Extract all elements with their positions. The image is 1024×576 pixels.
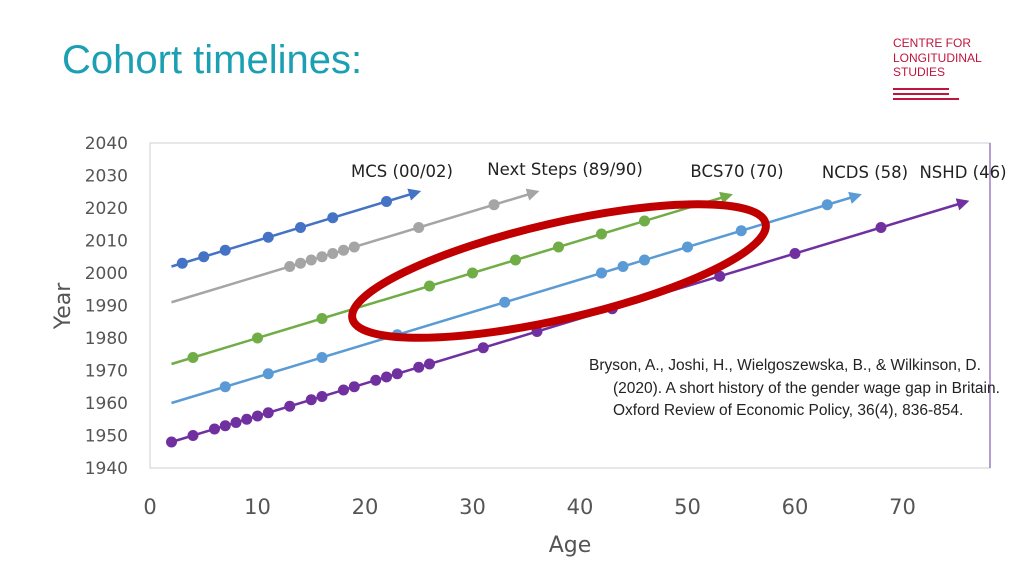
data-point <box>305 394 317 406</box>
data-point <box>262 407 274 419</box>
x-tick-label: 30 <box>459 495 486 519</box>
data-point <box>252 410 263 422</box>
x-tick-label: 0 <box>143 495 156 519</box>
series-line <box>171 188 422 268</box>
data-point <box>596 267 607 279</box>
data-point <box>714 270 726 282</box>
y-axis-label: Year <box>51 282 76 331</box>
data-point <box>241 413 253 425</box>
data-point <box>187 352 199 363</box>
logo-line-2: LONGITUDINAL <box>893 50 982 65</box>
data-point <box>327 248 339 259</box>
data-point <box>230 417 242 428</box>
data-point <box>284 261 296 272</box>
data-point <box>219 420 231 432</box>
data-point <box>875 222 887 233</box>
data-point <box>166 436 177 448</box>
y-tick-label: 1990 <box>85 297 128 317</box>
series-label: NSHD (46) <box>919 163 1006 182</box>
data-point <box>209 423 220 435</box>
y-tick-label: 1980 <box>85 329 128 349</box>
data-point <box>424 280 435 292</box>
x-tick-label: 60 <box>782 495 809 519</box>
data-point <box>596 228 607 240</box>
x-tick-label: 20 <box>352 495 379 519</box>
series-line <box>171 191 733 366</box>
y-tick-label: 1970 <box>85 362 128 382</box>
data-point <box>187 430 199 441</box>
data-point <box>370 374 382 386</box>
highlight-ellipse <box>348 200 770 342</box>
data-point <box>219 244 231 256</box>
data-point <box>639 254 650 266</box>
data-point <box>477 342 489 354</box>
logo-line-3: STUDIES <box>893 65 946 79</box>
data-point <box>821 199 833 211</box>
y-tick-label: 2010 <box>85 232 128 252</box>
page-title: Cohort timelines: <box>62 38 363 82</box>
data-point <box>510 254 521 266</box>
data-point <box>391 368 403 380</box>
data-point <box>424 358 435 370</box>
data-point <box>338 384 349 396</box>
data-point <box>413 361 425 373</box>
series-label: BCS70 (70) <box>690 162 783 181</box>
data-point <box>262 231 274 243</box>
logo-line-1: CENTRE FOR <box>893 36 971 50</box>
data-point <box>252 332 263 344</box>
data-point <box>305 254 317 266</box>
data-point <box>413 222 425 233</box>
x-tick-label: 50 <box>674 495 701 519</box>
data-point <box>348 381 360 393</box>
data-point <box>176 257 188 269</box>
x-tick-label: 70 <box>889 495 916 519</box>
data-point <box>381 196 392 207</box>
y-tick-label: 2000 <box>85 264 128 284</box>
series-label: Next Steps (89/90) <box>487 160 643 179</box>
data-point <box>381 371 392 383</box>
data-point <box>467 267 478 279</box>
logo-underline-2 <box>893 93 949 95</box>
data-point <box>348 241 360 253</box>
series-label: MCS (00/02) <box>351 162 453 181</box>
citation-text: Bryson, A., Joshi, H., Wielgoszewska, B.… <box>589 357 1000 419</box>
data-point <box>262 368 274 380</box>
data-point <box>789 248 801 259</box>
data-point <box>295 222 306 233</box>
y-tick-label: 2030 <box>85 167 128 187</box>
data-point <box>316 313 328 324</box>
logo-underline-3 <box>893 98 959 100</box>
x-tick-label: 40 <box>567 495 594 519</box>
data-point <box>488 199 500 211</box>
y-tick-label: 1950 <box>85 427 128 447</box>
series-label: NCDS (58) <box>822 163 908 182</box>
data-point <box>735 225 747 237</box>
y-tick-label: 2020 <box>85 199 128 219</box>
data-point <box>219 381 231 393</box>
data-point <box>316 251 328 263</box>
data-point <box>553 241 564 253</box>
data-point <box>316 391 328 402</box>
data-point <box>682 241 693 253</box>
y-tick-label: 1960 <box>85 394 128 414</box>
data-point <box>295 257 306 269</box>
y-tick-label: 2040 <box>85 134 128 154</box>
data-point <box>316 352 328 363</box>
logo-underline-1 <box>893 88 949 90</box>
data-point <box>499 296 511 308</box>
cls-logo: CENTRE FOR LONGITUDINAL STUDIES <box>893 36 982 80</box>
data-point <box>617 261 629 272</box>
data-point <box>198 251 210 263</box>
data-point <box>327 212 339 224</box>
data-point <box>284 400 296 412</box>
y-tick-label: 1940 <box>85 459 128 479</box>
x-tick-label: 10 <box>244 495 271 519</box>
data-point <box>338 244 349 256</box>
x-axis-label: Age <box>549 533 592 558</box>
data-point <box>639 215 650 227</box>
